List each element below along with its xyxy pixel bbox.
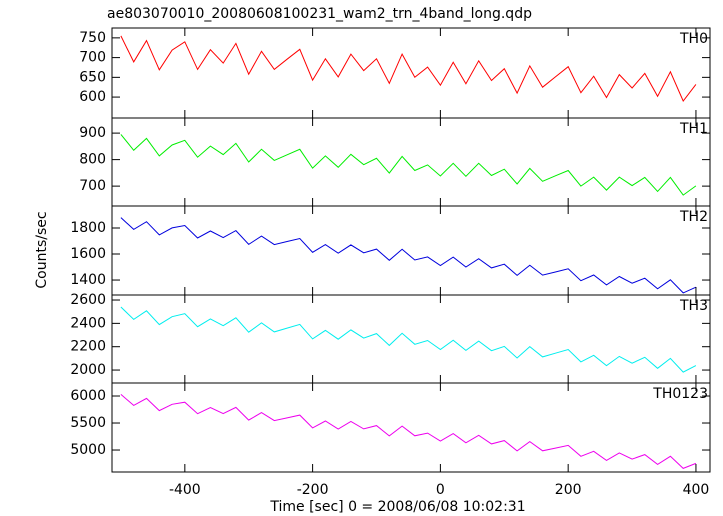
data-line: [120, 306, 697, 373]
data-line: [120, 134, 697, 196]
x-tick-label: 0: [436, 482, 445, 498]
y-tick-label: 1600: [70, 246, 106, 262]
plot-frame: [111, 27, 711, 119]
x-axis-label: Time [sec] 0 = 2008/06/08 10:02:31: [269, 499, 525, 515]
y-tick-label: 2200: [70, 339, 106, 355]
x-tick-label: 200: [555, 482, 582, 498]
legend-label: TH0: [679, 31, 708, 47]
legend-label: TH3: [679, 298, 708, 314]
y-tick-label: 750: [79, 30, 106, 46]
y-tick-label: 900: [79, 125, 106, 141]
plot-frame: [111, 205, 711, 296]
y-tick-label: 2400: [70, 315, 106, 331]
legend-label: TH0123: [652, 386, 708, 402]
data-line: [120, 394, 697, 469]
chart-title: ae803070010_20080608100231_wam2_trn_4ban…: [107, 6, 532, 22]
y-tick-label: 600: [79, 89, 106, 105]
x-tick-label: 400: [683, 482, 710, 498]
y-tick-label: 2600: [70, 292, 106, 308]
y-tick-label: 700: [79, 50, 106, 66]
legend-label: TH1: [679, 121, 708, 137]
plot-frame: [111, 382, 711, 473]
x-tick-label: -400: [169, 482, 201, 498]
y-axis-label: Counts/sec: [34, 211, 50, 288]
y-tick-label: 5500: [70, 415, 106, 431]
y-tick-label: 5000: [70, 442, 106, 458]
y-tick-label: 1400: [70, 272, 106, 288]
data-line: [120, 35, 697, 102]
plot-frame: [111, 294, 711, 384]
y-tick-label: 1800: [70, 220, 106, 236]
y-tick-label: 6000: [70, 388, 106, 404]
y-tick-label: 2000: [70, 362, 106, 378]
plot-frame: [111, 117, 711, 207]
legend-label: TH2: [679, 209, 708, 225]
y-tick-label: 800: [79, 152, 106, 168]
data-line: [120, 217, 697, 294]
y-tick-label: 700: [79, 178, 106, 194]
y-tick-label: 650: [79, 69, 106, 85]
x-tick-label: -200: [297, 482, 329, 498]
